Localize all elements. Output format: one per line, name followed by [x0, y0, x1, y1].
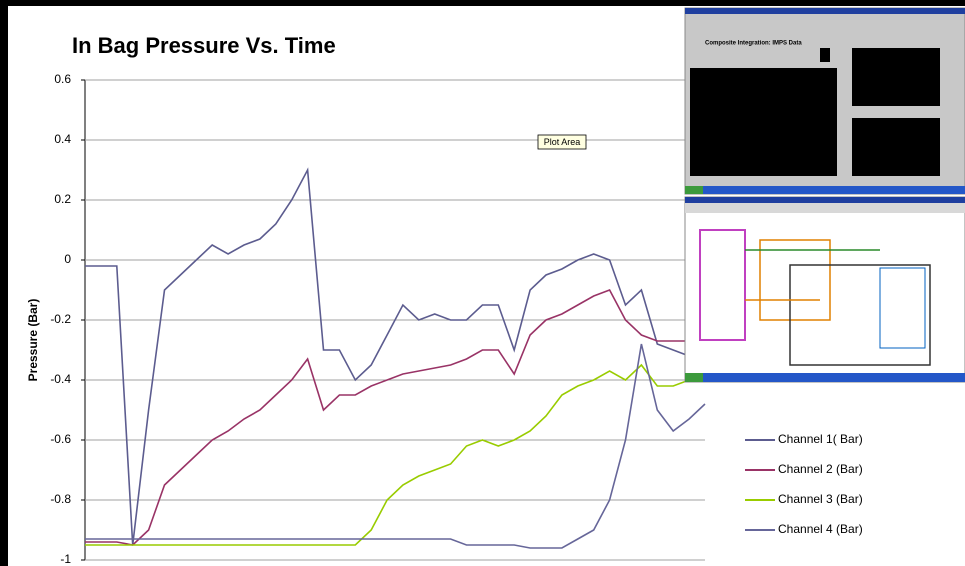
y-tick-label: 0.2 — [54, 192, 71, 206]
y-tick-label: -1 — [60, 552, 71, 566]
y-tick-label: -0.4 — [50, 372, 71, 386]
legend-label: Channel 2 (Bar) — [778, 462, 863, 476]
inset-panel — [852, 48, 940, 106]
inset-toolbar — [685, 203, 965, 213]
inset-taskbar — [685, 373, 965, 382]
chart-title: In Bag Pressure Vs. Time — [72, 33, 336, 58]
inset-taskbar — [685, 186, 965, 194]
inset-block-diagram — [685, 197, 965, 382]
inset-title: Composite Integration: IMPS Data — [705, 41, 802, 47]
tooltip: Plot Area — [544, 137, 581, 147]
y-tick-label: -0.8 — [50, 492, 71, 506]
inset-window — [685, 197, 965, 382]
inset-panel — [852, 118, 940, 176]
inset-start — [685, 186, 703, 194]
chart: -1 -0.8 -0.6 -0.4 -0.2 0 0.2 0.4 0.6 In Bag Pres… — [0, 0, 965, 566]
legend-label: Channel 1( Bar) — [778, 432, 863, 446]
legend-label: Channel 4 (Bar) — [778, 522, 863, 536]
y-axis-label: Pressure (Bar) — [26, 299, 40, 382]
legend-label: Channel 3 (Bar) — [778, 492, 863, 506]
inset-start — [685, 373, 703, 382]
inset-titlebar — [685, 8, 965, 14]
inset-front-panel: Composite Integration: IMPS Data — [685, 8, 965, 194]
y-tick-label: 0.6 — [54, 72, 71, 86]
left-border — [0, 0, 8, 566]
y-tick-label: -0.6 — [50, 432, 71, 446]
y-tick-label: 0 — [64, 252, 71, 266]
y-tick-label: 0.4 — [54, 132, 71, 146]
top-border — [0, 0, 965, 6]
inset-indicator — [820, 48, 830, 62]
inset-panel — [690, 68, 837, 176]
y-tick-label: -0.2 — [50, 312, 71, 326]
inset-titlebar — [685, 197, 965, 203]
